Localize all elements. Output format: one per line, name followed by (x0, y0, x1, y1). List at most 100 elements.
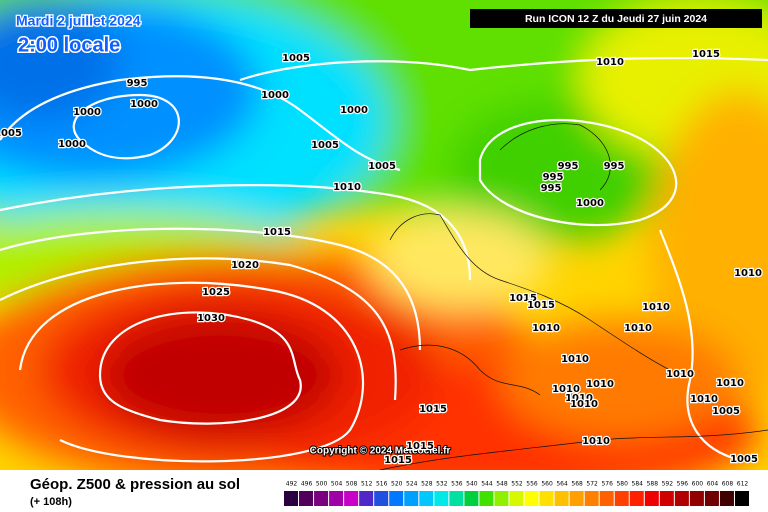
isobar-labels: 1005 995 1000 1000 1000 1005 1000 1000 1005 1005 1… (0, 48, 763, 468)
scale-label: 608 (722, 481, 734, 488)
isobar-label: 1015 (509, 293, 537, 304)
isobar-label: 1010 (596, 57, 624, 68)
scale-label: 592 (662, 481, 674, 488)
isobar-label: 1020 (231, 260, 259, 271)
run-box (470, 9, 762, 28)
isobar-label: 1010 (642, 302, 670, 313)
scale-swatch (539, 491, 554, 506)
isobar-label: 995 (541, 183, 562, 194)
isobar-label: 1015 (692, 49, 720, 60)
isobar-label: 1010 (561, 354, 589, 365)
scale-swatch (629, 491, 644, 506)
isobars (0, 56, 768, 463)
color-scale: 492 496 500 504 508 512 516 520 524 528 532 536 540 5… (284, 481, 749, 506)
scale-label: 556 (526, 481, 538, 488)
scale-swatch (464, 491, 479, 506)
scale-label: 548 (496, 481, 508, 488)
isobar-label: 1005 (730, 454, 758, 465)
isobar-label: 995 (127, 78, 148, 89)
scale-label: 520 (391, 481, 403, 488)
scale-label: 604 (707, 481, 719, 488)
scale-label: 580 (616, 481, 628, 488)
isobar-label: 1010 (532, 323, 560, 334)
scale-label: 544 (481, 481, 493, 488)
scale-swatch (359, 491, 374, 506)
scale-label: 516 (376, 481, 388, 488)
isobar-label: 1025 (202, 287, 230, 298)
scale-label: 568 (571, 481, 583, 488)
scale-swatch (719, 491, 734, 506)
isobar-label: 1015 (406, 441, 434, 452)
isobar-label: 1010 (552, 384, 580, 395)
scale-label: 536 (451, 481, 463, 488)
scale-swatch (509, 491, 524, 506)
isobar-label: 1000 (340, 105, 368, 116)
isobar-label: 1000 (73, 107, 101, 118)
isobar-label: 1005 (282, 53, 310, 64)
isobar-label: 1010 (624, 323, 652, 334)
local-time: 2:00 locale (18, 34, 120, 56)
scale-swatch (329, 491, 344, 506)
scale-label: 496 (301, 481, 313, 488)
scale-label: 532 (436, 481, 448, 488)
scale-label: 508 (346, 481, 358, 488)
scale-label: 596 (677, 481, 689, 488)
isobar-label: 1005 (0, 128, 22, 139)
isobar-label: 1010 (586, 379, 614, 390)
scale-swatch (584, 491, 599, 506)
scale-swatch (374, 491, 389, 506)
copyright: Copyright © 2024 Meteociel.fr (310, 446, 451, 457)
scale-swatch (299, 491, 314, 506)
scale-label: 504 (331, 481, 343, 488)
scale-swatch (389, 491, 404, 506)
field: Mardi 2 juillet 2024 2:00 locale Run ICO… (0, 0, 768, 470)
scale-swatch (419, 491, 434, 506)
scale-label: 512 (361, 481, 373, 488)
scale-swatch (284, 491, 299, 506)
isobar-label: 1010 (333, 182, 361, 193)
isobar-label: 1015 (384, 455, 412, 466)
scale-swatch (689, 491, 704, 506)
scale-swatch (434, 491, 449, 506)
scale-label: 552 (511, 481, 523, 488)
isobar-label: 1015 (419, 404, 447, 415)
isobar-label: 1010 (582, 436, 610, 447)
isobar-label: 1005 (368, 161, 396, 172)
scale-swatch (614, 491, 629, 506)
isobar-label: 1010 (690, 394, 718, 405)
isobar-label: 1010 (734, 268, 762, 279)
run-info: Run ICON 12 Z du Jeudi 27 juin 2024 (525, 13, 707, 25)
scale-label: 564 (556, 481, 568, 488)
scale-label: 528 (421, 481, 433, 488)
isobar-label: 995 (543, 172, 564, 183)
lead-time: (+ 108h) (30, 496, 72, 508)
scale-swatch (314, 491, 329, 506)
isobar-label: 1000 (576, 198, 604, 209)
scale-swatch (479, 491, 494, 506)
isobar-label: 1030 (197, 313, 225, 324)
scale-swatch (554, 491, 569, 506)
scale-swatch (449, 491, 464, 506)
scale-label: 612 (737, 481, 749, 488)
footer-title: Géop. Z500 & pression au sol (30, 476, 240, 493)
scale-swatch (404, 491, 419, 506)
scale-label: 524 (406, 481, 418, 488)
scale-swatch (599, 491, 614, 506)
isobar-label: 1000 (130, 99, 158, 110)
scale-swatch (569, 491, 584, 506)
scale-label: 572 (586, 481, 598, 488)
scale-label: 576 (601, 481, 613, 488)
scale-label: 492 (286, 481, 298, 488)
scale-label: 500 (316, 481, 328, 488)
scale-swatch (734, 491, 749, 506)
isobar-label: 1010 (570, 399, 598, 410)
scale-swatch (704, 491, 719, 506)
scale-swatch (344, 491, 359, 506)
isobar-label: 1015 (527, 300, 555, 311)
isobar-label: 1000 (261, 90, 289, 101)
scale-swatch (659, 491, 674, 506)
scale-swatch (674, 491, 689, 506)
isobar-label: 1015 (263, 227, 291, 238)
scale-label: 560 (541, 481, 553, 488)
isobar-label: 1000 (58, 139, 86, 150)
